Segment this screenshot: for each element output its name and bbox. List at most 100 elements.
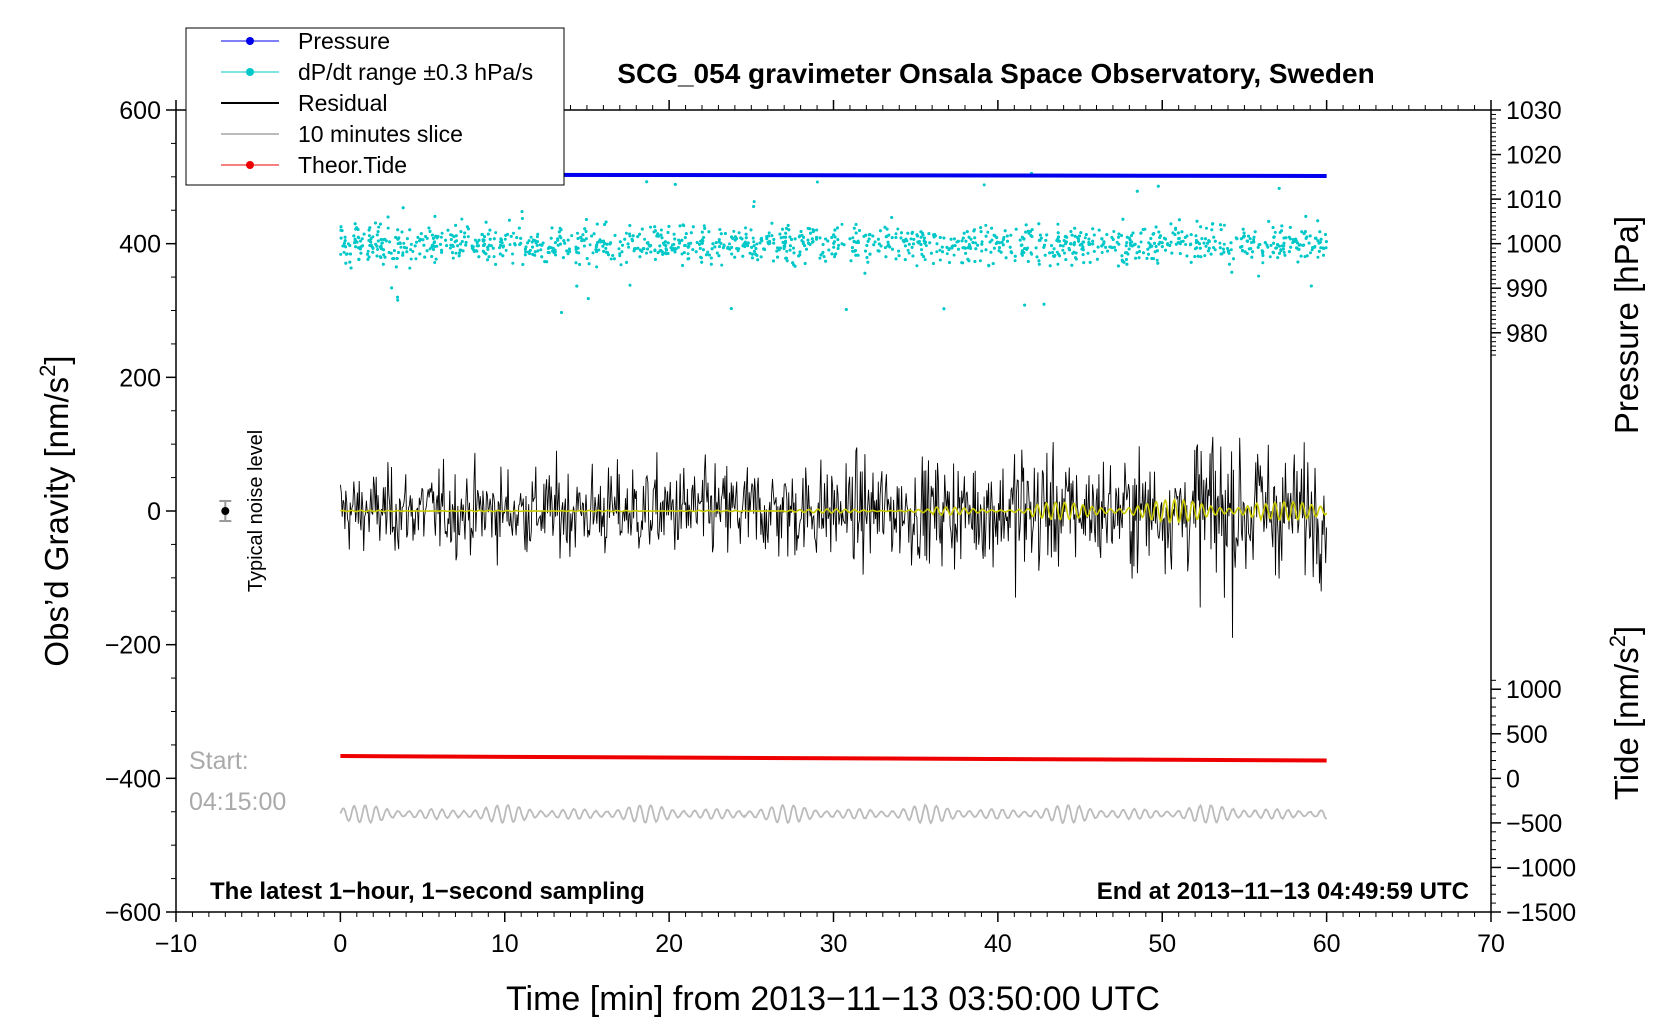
- dpdt-point: [418, 252, 422, 256]
- dpdt-point: [559, 242, 562, 246]
- dpdt-point: [942, 307, 946, 311]
- dpdt-point: [606, 253, 610, 257]
- dpdt-point: [922, 239, 926, 243]
- dpdt-point: [376, 239, 380, 243]
- dpdt-point: [1135, 251, 1139, 255]
- dpdt-point: [375, 233, 379, 237]
- dpdt-point: [595, 243, 599, 247]
- dpdt-point: [686, 257, 690, 261]
- dpdt-point: [1131, 231, 1135, 235]
- dpdt-point: [1091, 242, 1095, 246]
- dpdt-point: [380, 241, 384, 245]
- dpdt-point: [877, 242, 881, 246]
- dpdt-point: [1288, 225, 1292, 229]
- dpdt-point: [1061, 244, 1065, 248]
- dpdt-point: [1246, 239, 1250, 243]
- dpdt-point: [824, 259, 828, 263]
- dpdt-point: [568, 250, 572, 253]
- dpdt-point: [380, 247, 383, 251]
- dpdt-point: [730, 235, 733, 239]
- dpdt-point: [562, 239, 566, 243]
- dpdt-point: [1207, 239, 1211, 243]
- dpdt-point: [788, 244, 792, 248]
- dpdt-point: [486, 258, 489, 262]
- dpdt-point: [520, 217, 524, 220]
- dpdt-point: [1091, 239, 1095, 243]
- dpdt-point: [1065, 235, 1069, 239]
- legend-swatch-dot: [246, 68, 254, 76]
- dpdt-point: [1245, 252, 1249, 255]
- dpdt-point: [850, 246, 854, 250]
- dpdt-point: [1050, 244, 1053, 248]
- dpdt-point: [752, 244, 756, 248]
- dpdt-point: [1171, 231, 1175, 235]
- dpdt-point: [772, 241, 776, 245]
- dpdt-point: [1273, 230, 1277, 234]
- dpdt-point: [1034, 246, 1038, 250]
- dpdt-point: [430, 245, 434, 249]
- dpdt-point: [1030, 228, 1034, 232]
- dpdt-point: [671, 243, 674, 247]
- dpdt-point: [1178, 252, 1182, 256]
- dpdt-point: [1260, 249, 1264, 253]
- dpdt-point: [431, 236, 435, 240]
- dpdt-point: [980, 242, 984, 246]
- pressure-tick-label: 990: [1506, 275, 1548, 303]
- dpdt-point: [854, 240, 858, 244]
- dpdt-point: [621, 243, 624, 247]
- dpdt-point: [990, 226, 994, 230]
- legend: Pressure dP/dt range ±0.3 hPa/s Residual 10…: [185, 27, 565, 186]
- dpdt-point: [935, 242, 939, 246]
- dpdt-point: [802, 235, 806, 239]
- dpdt-point: [1120, 234, 1123, 237]
- dpdt-point: [883, 246, 887, 250]
- dpdt-point: [371, 250, 375, 254]
- dpdt-point: [854, 231, 858, 235]
- dpdt-point: [630, 237, 634, 241]
- dpdt-point: [656, 232, 660, 236]
- dpdt-point: [787, 228, 791, 232]
- dpdt-point: [1204, 237, 1207, 241]
- dpdt-point: [1194, 234, 1198, 238]
- dpdt-point: [709, 256, 713, 260]
- dpdt-point: [584, 218, 588, 221]
- dpdt-point: [947, 248, 951, 252]
- dpdt-point: [567, 247, 571, 251]
- dpdt-point: [349, 266, 353, 270]
- dpdt-point: [1080, 247, 1084, 251]
- dpdt-point: [440, 250, 444, 254]
- chart-title: SCG_054 gravimeter Onsala Space Observat…: [617, 58, 1374, 89]
- dpdt-point: [557, 230, 561, 234]
- dpdt-point: [1157, 242, 1161, 246]
- pressure-tick-label: 1020: [1506, 142, 1562, 170]
- dpdt-point: [664, 247, 668, 251]
- dpdt-point: [953, 244, 957, 248]
- dpdt-point: [733, 255, 737, 259]
- dpdt-point: [511, 261, 515, 265]
- dpdt-point: [620, 250, 624, 254]
- dpdt-point: [710, 247, 714, 251]
- dpdt-point: [1000, 240, 1004, 244]
- dpdt-point: [1057, 252, 1061, 256]
- dpdt-point: [807, 241, 810, 245]
- right-axes: 980 990 1000 1010 1020 1030 −1500 −1000 −500 0 500…: [1491, 97, 1576, 927]
- dpdt-point: [1056, 222, 1060, 226]
- dpdt-point: [938, 248, 942, 252]
- dpdt-point: [806, 238, 810, 242]
- dpdt-point: [1319, 237, 1323, 241]
- dpdt-point: [676, 245, 680, 249]
- dpdt-point: [691, 225, 695, 229]
- dpdt-point: [1074, 257, 1078, 261]
- dpdt-point: [556, 243, 560, 247]
- dpdt-point: [876, 237, 880, 241]
- dpdt-point: [1280, 244, 1284, 248]
- dpdt-point: [833, 228, 837, 232]
- dpdt-point: [779, 236, 783, 240]
- dpdt-point: [595, 265, 599, 269]
- dpdt-point: [798, 253, 802, 257]
- dpdt-point: [903, 244, 907, 248]
- dpdt-point: [498, 252, 502, 256]
- dpdt-point: [645, 241, 649, 245]
- dpdt-point: [465, 225, 469, 229]
